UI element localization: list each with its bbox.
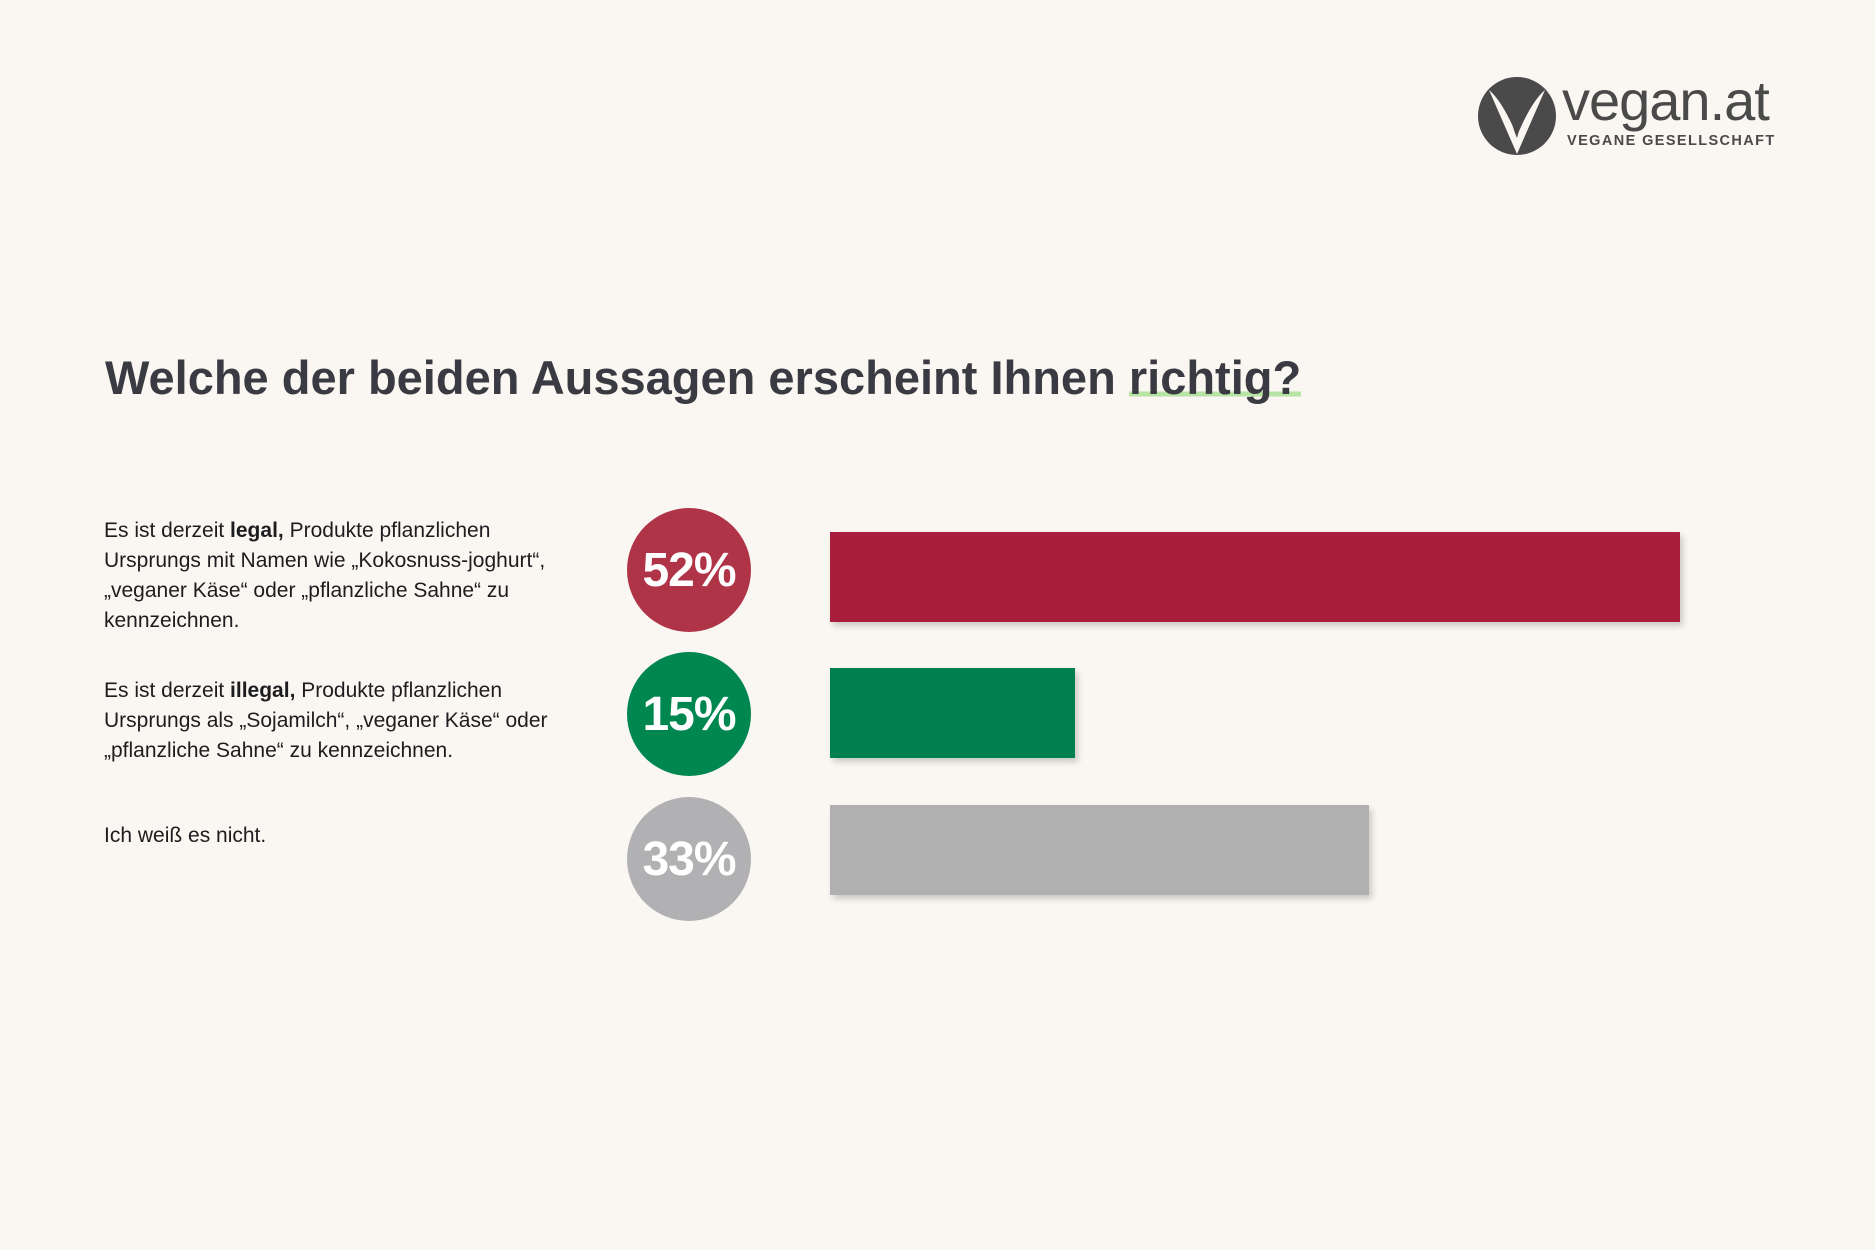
option-suffix: Produkte pflanzlichen Ursprungs mit Name… bbox=[104, 519, 546, 632]
option-suffix: Produkte pflanzlichen Ursprungs als „Soj… bbox=[104, 679, 548, 762]
percent-circle-unknown: 33% bbox=[627, 797, 751, 921]
title-highlight: richtig? bbox=[1128, 351, 1302, 404]
bar-unknown bbox=[830, 805, 1369, 895]
percent-circle-illegal: 15% bbox=[627, 652, 751, 776]
brand-logo: vegan.at VEGANE GESELLSCHAFT bbox=[1477, 69, 1793, 160]
option-keyword: legal, bbox=[230, 519, 284, 542]
title-main: Welche der beiden Aussagen erscheint Ihn… bbox=[105, 351, 1116, 404]
v-leaf-logo-icon bbox=[1478, 77, 1556, 155]
option-prefix: Es ist derzeit bbox=[104, 679, 231, 702]
option-prefix: Es ist derzeit bbox=[104, 519, 231, 542]
option-label-legal: Es ist derzeit legal, Produkte pflanzlic… bbox=[104, 516, 564, 636]
brand-name: vegan.at bbox=[1562, 69, 1770, 132]
chart-title: Welche der beiden Aussagen erscheint Ihn… bbox=[105, 350, 1302, 405]
percent-circle-legal: 52% bbox=[627, 508, 751, 632]
option-keyword: illegal, bbox=[230, 679, 296, 702]
option-label-illegal: Es ist derzeit illegal, Produkte pflanzl… bbox=[104, 676, 564, 766]
bar-legal bbox=[830, 532, 1680, 622]
option-label-unknown: Ich weiß es nicht. bbox=[104, 821, 564, 851]
brand-tagline: VEGANE GESELLSCHAFT bbox=[1567, 133, 1776, 149]
option-prefix: Ich weiß es nicht. bbox=[104, 824, 267, 847]
bar-illegal bbox=[830, 668, 1075, 758]
